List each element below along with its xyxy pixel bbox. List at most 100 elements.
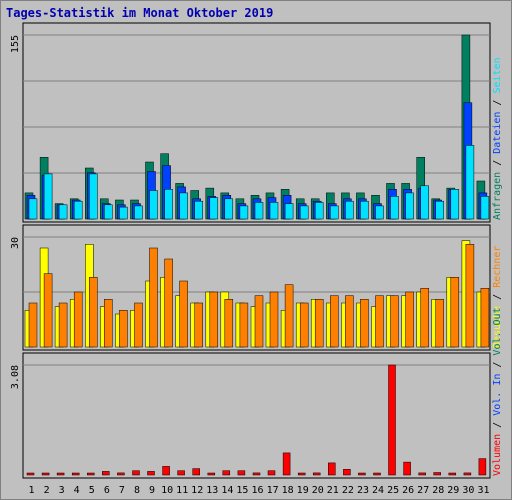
legend-entry: Dateien	[492, 112, 503, 154]
bar-rechner-10	[164, 258, 173, 348]
y-tick-label: 30	[10, 237, 21, 249]
bar-seiten-19	[299, 205, 309, 220]
bar-rechner-21	[330, 295, 339, 348]
bar-rechner-30	[465, 244, 475, 348]
bar-seiten-28	[435, 200, 444, 220]
bar-rechner-19	[299, 302, 309, 348]
x-tick-label: 11	[176, 485, 188, 496]
bar-volumen-28	[433, 472, 441, 476]
bar-volumen-7	[117, 472, 125, 476]
bar-rechner-28	[435, 299, 444, 348]
bar-rechner-3	[58, 302, 68, 348]
bar-volumen-21	[328, 462, 336, 476]
bar-volumen-6	[102, 471, 110, 476]
bar-seiten-16	[254, 202, 264, 220]
bar-seiten-1	[28, 198, 38, 220]
bar-rechner-6	[104, 299, 113, 348]
bar-rechner-25	[390, 295, 399, 348]
bar-rechner-4	[73, 291, 83, 348]
bar-volumen-30	[463, 472, 472, 476]
bar-volumen-5	[87, 472, 95, 476]
bar-seiten-15	[239, 205, 249, 220]
bar-volumen-10	[162, 466, 170, 476]
x-tick-label: 2	[44, 485, 50, 496]
legend-entry: Besuche	[492, 306, 503, 348]
bar-rechner-22	[345, 295, 354, 348]
bar-seiten-30	[465, 145, 475, 220]
bar-volumen-20	[312, 472, 321, 476]
x-tick-label: 3	[59, 485, 65, 496]
legend-separator: /	[492, 356, 503, 374]
bar-rechner-8	[134, 302, 143, 348]
x-tick-label: 23	[357, 485, 369, 496]
x-tick-label: 9	[149, 485, 155, 496]
bar-seiten-12	[194, 200, 203, 220]
legend-separator: /	[492, 94, 503, 112]
bar-volumen-11	[177, 470, 185, 476]
bar-seiten-27	[420, 185, 429, 220]
x-tick-label: 26	[402, 485, 414, 496]
bar-seiten-29	[450, 189, 460, 220]
bar-rechner-12	[194, 302, 203, 348]
x-tick-labels: 1 2 3 4 5 6 7 8 9 10 11 12 13 14 15 16 17 18 19 20 21 22 23 24 2…	[28, 485, 489, 496]
bar-seiten-24	[375, 205, 384, 220]
legend-separator: /	[492, 416, 503, 434]
legend-separator: /	[492, 154, 503, 172]
legend-entry: Rechner	[492, 246, 503, 288]
bar-volumen-16	[252, 472, 261, 476]
bar-rechner-5	[89, 277, 98, 348]
x-tick-label: 15	[236, 485, 248, 496]
x-tick-label: 18	[282, 485, 294, 496]
x-tick-label: 29	[447, 485, 459, 496]
bar-volumen-31	[478, 458, 487, 476]
bar-rechner-7	[119, 310, 128, 348]
panel-bottom	[22, 352, 491, 479]
x-tick-label: 19	[297, 485, 309, 496]
bar-volumen-1	[26, 472, 35, 476]
bar-rechner-16	[254, 295, 264, 348]
bar-rechner-23	[360, 299, 369, 348]
x-tick-label: 8	[134, 485, 140, 496]
bar-volumen-15	[237, 470, 246, 476]
bar-seiten-22	[345, 200, 354, 220]
bar-seiten-4	[73, 200, 83, 220]
chart-bars	[24, 34, 490, 476]
legend-middle: Besuche / Rechner	[492, 246, 503, 348]
legend-entry: Vol. Out	[492, 307, 503, 355]
bar-rechner-2	[43, 273, 53, 348]
bar-rechner-9	[149, 247, 158, 348]
bar-volumen-29	[448, 472, 457, 476]
x-tick-label: 17	[267, 485, 279, 496]
bar-volumen-9	[147, 471, 155, 476]
bar-seiten-6	[104, 204, 113, 220]
bar-volumen-19	[297, 472, 306, 476]
x-tick-label: 13	[206, 485, 218, 496]
x-tick-label: 21	[327, 485, 339, 496]
bar-rechner-31	[480, 288, 490, 348]
x-tick-label: 14	[221, 485, 233, 496]
bar-volumen-2	[41, 472, 50, 476]
bar-seiten-7	[119, 206, 128, 220]
x-tick-label: 10	[161, 485, 173, 496]
bar-rechner-14	[224, 299, 234, 348]
x-tick-label: 27	[417, 485, 429, 496]
bar-rechner-27	[420, 288, 429, 348]
bar-volumen-22	[343, 469, 351, 476]
bar-volumen-25	[388, 364, 396, 476]
chart-title: Tages-Statistik im Monat Oktober 2019	[6, 6, 274, 20]
x-tick-label: 6	[104, 485, 110, 496]
bar-volumen-8	[132, 470, 140, 476]
bar-rechner-26	[405, 291, 414, 348]
bar-seiten-25	[390, 196, 399, 220]
bar-rechner-29	[450, 277, 460, 348]
x-tick-label: 20	[312, 485, 324, 496]
bar-volumen-27	[418, 472, 426, 476]
bar-rechner-24	[375, 295, 384, 348]
legend-entry: Seiten	[492, 57, 503, 93]
bar-seiten-9	[149, 190, 158, 220]
bar-seiten-11	[179, 192, 188, 220]
bar-rechner-18	[284, 284, 294, 348]
bar-seiten-5	[89, 173, 98, 220]
x-tick-label: 1	[28, 485, 34, 496]
